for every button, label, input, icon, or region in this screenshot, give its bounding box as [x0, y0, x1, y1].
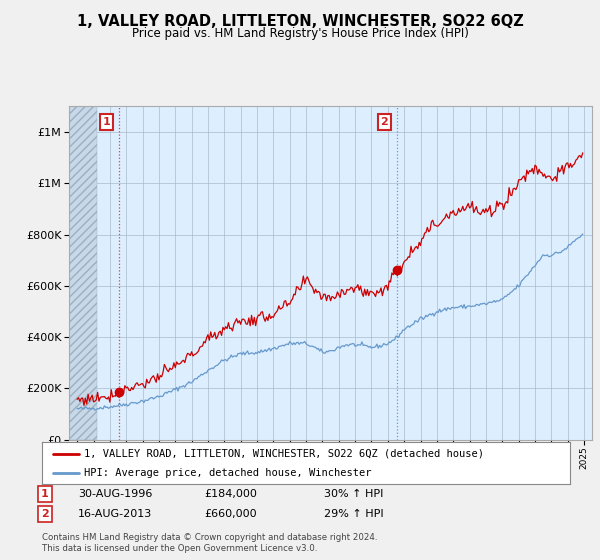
Text: 1, VALLEY ROAD, LITTLETON, WINCHESTER, SO22 6QZ: 1, VALLEY ROAD, LITTLETON, WINCHESTER, S…: [77, 14, 523, 29]
Text: 1: 1: [103, 117, 110, 127]
Text: Price paid vs. HM Land Registry's House Price Index (HPI): Price paid vs. HM Land Registry's House …: [131, 27, 469, 40]
Text: 29% ↑ HPI: 29% ↑ HPI: [324, 509, 383, 519]
Text: 2: 2: [41, 509, 49, 519]
Text: HPI: Average price, detached house, Winchester: HPI: Average price, detached house, Winc…: [84, 468, 372, 478]
Text: Contains HM Land Registry data © Crown copyright and database right 2024.
This d: Contains HM Land Registry data © Crown c…: [42, 533, 377, 553]
Text: £660,000: £660,000: [204, 509, 257, 519]
Text: 30% ↑ HPI: 30% ↑ HPI: [324, 489, 383, 499]
Bar: [69, 106, 97, 440]
Text: 30-AUG-1996: 30-AUG-1996: [78, 489, 152, 499]
Text: £184,000: £184,000: [204, 489, 257, 499]
Text: 1: 1: [41, 489, 49, 499]
Text: 2: 2: [380, 117, 388, 127]
Text: 1, VALLEY ROAD, LITTLETON, WINCHESTER, SO22 6QZ (detached house): 1, VALLEY ROAD, LITTLETON, WINCHESTER, S…: [84, 449, 484, 459]
Text: 16-AUG-2013: 16-AUG-2013: [78, 509, 152, 519]
